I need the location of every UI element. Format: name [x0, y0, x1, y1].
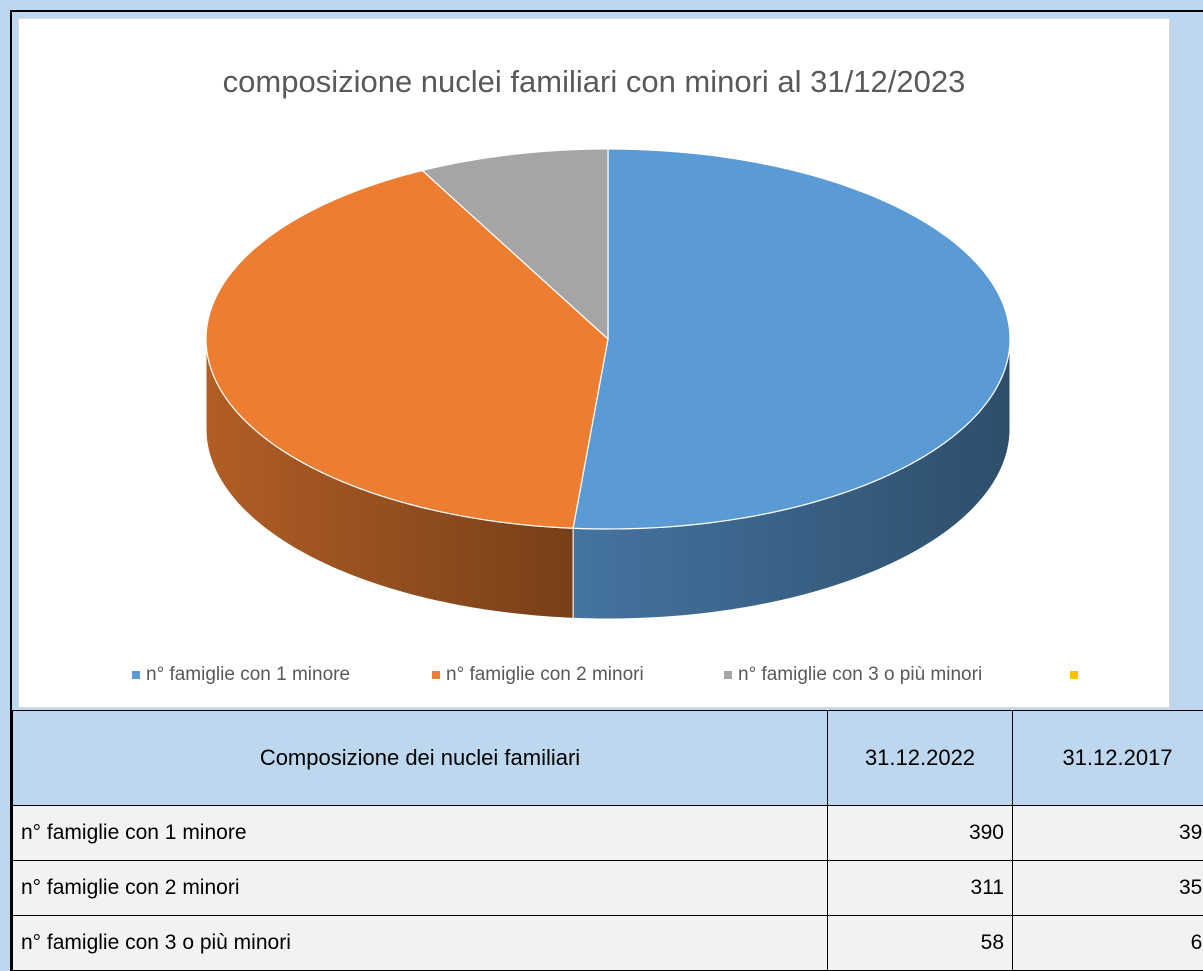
number-cell: 392	[1012, 805, 1203, 861]
legend-marker	[132, 671, 140, 679]
number-cell: 68	[1012, 915, 1203, 971]
label-cell: n° famiglie con 2 minori	[12, 860, 828, 916]
pie-slice	[572, 148, 1011, 530]
table-row: n° famiglie con 3 o più minori5868	[12, 915, 1203, 971]
chart: composizione nuclei familiari con minori…	[18, 18, 1170, 708]
number-cell: 311	[827, 860, 1013, 916]
legend-label: n° famiglie con 2 minori	[446, 664, 644, 685]
legend-label: n° famiglie con 3 o più minori	[738, 664, 982, 685]
table-row: n° famiglie con 2 minori311350	[12, 860, 1203, 916]
label-cell: n° famiglie con 3 o più minori	[12, 915, 828, 971]
legend-marker	[724, 671, 732, 679]
number-cell: 58	[827, 915, 1013, 971]
data-table: Composizione dei nuclei familiari 31.12.2…	[12, 710, 1203, 971]
header-row: Composizione dei nuclei familiari 31.12.2…	[12, 710, 1203, 806]
header-cell: Composizione dei nuclei familiari	[12, 710, 828, 806]
table-row: n° famiglie con 1 minore390392	[12, 805, 1203, 861]
pie-slice	[205, 169, 609, 529]
label-cell: n° famiglie con 1 minore	[12, 805, 828, 861]
legend-marker	[432, 671, 440, 679]
legend-label: n° famiglie con 1 minore	[146, 664, 350, 685]
header-cell: 31.12.2022	[827, 710, 1013, 806]
sheet: composizione nuclei familiari con minori…	[10, 10, 1203, 971]
chart-title: composizione nuclei familiari con minori…	[223, 64, 966, 99]
number-cell: 390	[827, 805, 1013, 861]
header-cell: 31.12.2017	[1012, 710, 1203, 806]
pie-slice	[421, 148, 609, 341]
legend-marker	[1070, 671, 1078, 679]
number-cell: 350	[1012, 860, 1203, 916]
